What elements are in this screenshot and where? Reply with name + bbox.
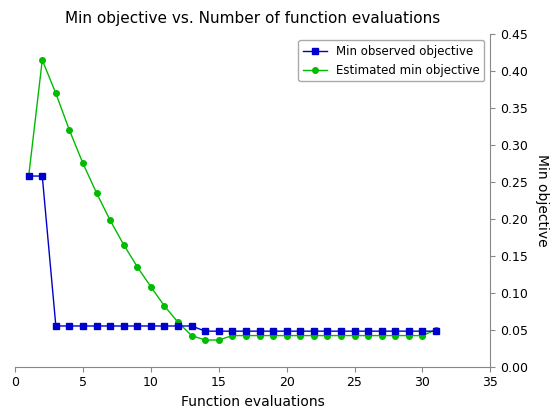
Estimated min objective bbox=[405, 333, 412, 338]
Estimated min objective bbox=[80, 161, 86, 166]
Estimated min objective bbox=[216, 338, 222, 343]
Min observed objective bbox=[93, 323, 100, 328]
Estimated min objective bbox=[242, 333, 249, 338]
Estimated min objective bbox=[283, 333, 290, 338]
Min observed objective bbox=[379, 328, 385, 333]
Min observed objective bbox=[338, 328, 344, 333]
Estimated min objective bbox=[297, 333, 304, 338]
Title: Min objective vs. Number of function evaluations: Min objective vs. Number of function eva… bbox=[65, 11, 440, 26]
Estimated min objective bbox=[365, 333, 371, 338]
Estimated min objective bbox=[39, 58, 45, 63]
Min observed objective bbox=[229, 328, 236, 333]
Estimated min objective bbox=[161, 304, 168, 309]
Min observed objective bbox=[25, 173, 32, 178]
Legend: Min observed objective, Estimated min objective: Min observed objective, Estimated min ob… bbox=[298, 40, 484, 81]
Min observed objective bbox=[351, 328, 358, 333]
Min observed objective bbox=[392, 328, 399, 333]
Estimated min objective bbox=[379, 333, 385, 338]
Min observed objective bbox=[405, 328, 412, 333]
Estimated min objective bbox=[25, 173, 32, 178]
Estimated min objective bbox=[66, 128, 73, 133]
Estimated min objective bbox=[433, 327, 440, 332]
X-axis label: Function evaluations: Function evaluations bbox=[181, 395, 325, 409]
Min observed objective bbox=[202, 328, 208, 333]
Min observed objective bbox=[175, 323, 181, 328]
Estimated min objective bbox=[175, 320, 181, 325]
Min observed objective bbox=[324, 328, 331, 333]
Min observed objective bbox=[134, 323, 141, 328]
Min observed objective bbox=[107, 323, 114, 328]
Estimated min objective bbox=[324, 333, 331, 338]
Min observed objective bbox=[66, 323, 73, 328]
Estimated min objective bbox=[392, 333, 399, 338]
Estimated min objective bbox=[270, 333, 277, 338]
Min observed objective bbox=[433, 328, 440, 333]
Min observed objective bbox=[39, 173, 45, 178]
Estimated min objective bbox=[202, 338, 208, 343]
Estimated min objective bbox=[107, 218, 114, 223]
Min observed objective bbox=[297, 328, 304, 333]
Estimated min objective bbox=[53, 91, 59, 96]
Y-axis label: Min objective: Min objective bbox=[535, 154, 549, 247]
Estimated min objective bbox=[93, 191, 100, 196]
Min observed objective bbox=[161, 323, 168, 328]
Estimated min objective bbox=[120, 242, 127, 247]
Estimated min objective bbox=[188, 333, 195, 338]
Estimated min objective bbox=[419, 333, 426, 338]
Min observed objective bbox=[365, 328, 371, 333]
Min observed objective bbox=[283, 328, 290, 333]
Min observed objective bbox=[419, 328, 426, 333]
Line: Estimated min objective: Estimated min objective bbox=[26, 57, 439, 343]
Estimated min objective bbox=[310, 333, 317, 338]
Estimated min objective bbox=[256, 333, 263, 338]
Estimated min objective bbox=[229, 333, 236, 338]
Min observed objective bbox=[147, 323, 154, 328]
Estimated min objective bbox=[134, 264, 141, 269]
Min observed objective bbox=[310, 328, 317, 333]
Estimated min objective bbox=[338, 333, 344, 338]
Line: Min observed objective: Min observed objective bbox=[26, 173, 439, 334]
Min observed objective bbox=[216, 328, 222, 333]
Min observed objective bbox=[242, 328, 249, 333]
Min observed objective bbox=[256, 328, 263, 333]
Min observed objective bbox=[270, 328, 277, 333]
Min observed objective bbox=[120, 323, 127, 328]
Estimated min objective bbox=[147, 284, 154, 289]
Min observed objective bbox=[53, 323, 59, 328]
Estimated min objective bbox=[351, 333, 358, 338]
Min observed objective bbox=[80, 323, 86, 328]
Min observed objective bbox=[188, 323, 195, 328]
